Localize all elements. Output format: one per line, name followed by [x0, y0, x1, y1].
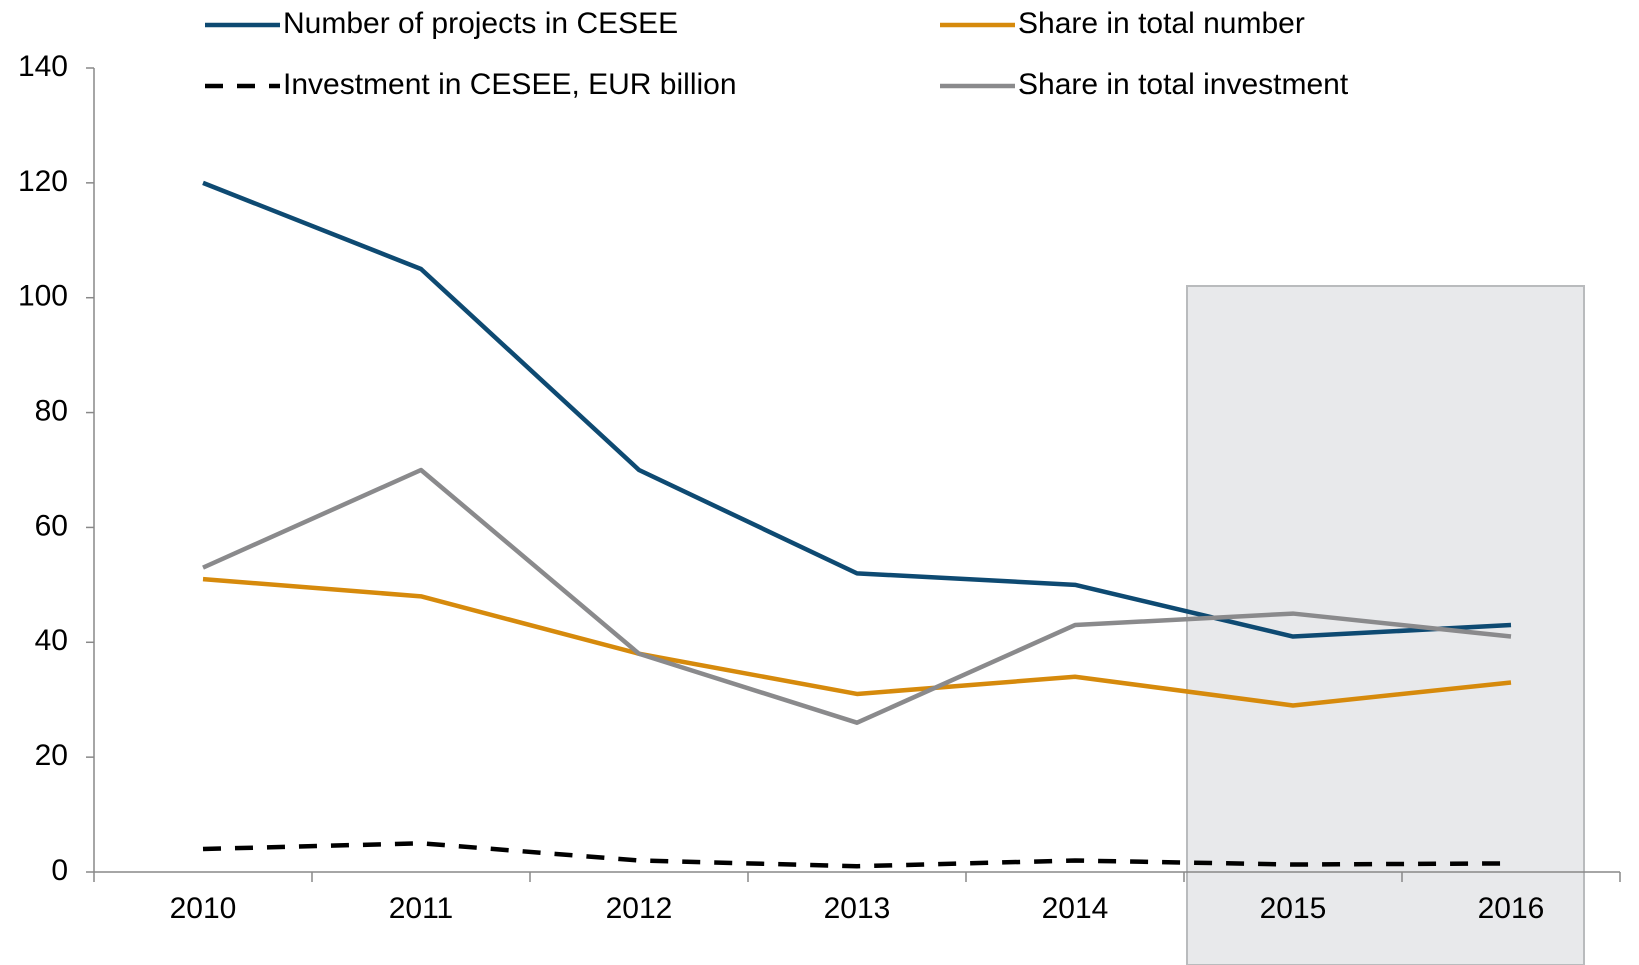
series-line	[202, 576, 1512, 708]
y-tick-label: 0	[51, 854, 68, 887]
y-tick-label: 40	[35, 624, 68, 657]
legend-label: Share in total number	[1018, 7, 1305, 40]
y-tick-label: 20	[35, 739, 68, 772]
x-tick-label: 2014	[1042, 892, 1109, 925]
x-tick-label: 2013	[824, 892, 891, 925]
y-tick-label: 100	[18, 280, 68, 313]
legend-label: Share in total investment	[1018, 68, 1349, 101]
series-line	[202, 467, 1512, 725]
x-tick-label: 2011	[389, 892, 454, 925]
y-tick-label: 120	[18, 165, 68, 198]
y-tick-label: 80	[35, 394, 68, 427]
y-tick-label: 140	[18, 50, 68, 83]
series-line	[202, 841, 1512, 869]
x-tick-label: 2016	[1478, 892, 1545, 925]
x-tick-label: 2012	[606, 892, 673, 925]
series-line	[202, 180, 1512, 639]
y-tick-label: 60	[35, 509, 68, 542]
legend-label: Number of projects in CESEE	[283, 7, 678, 40]
x-tick-label: 2010	[170, 892, 237, 925]
legend-label: Investment in CESEE, EUR billion	[283, 68, 737, 101]
x-tick-label: 2015	[1260, 892, 1327, 925]
